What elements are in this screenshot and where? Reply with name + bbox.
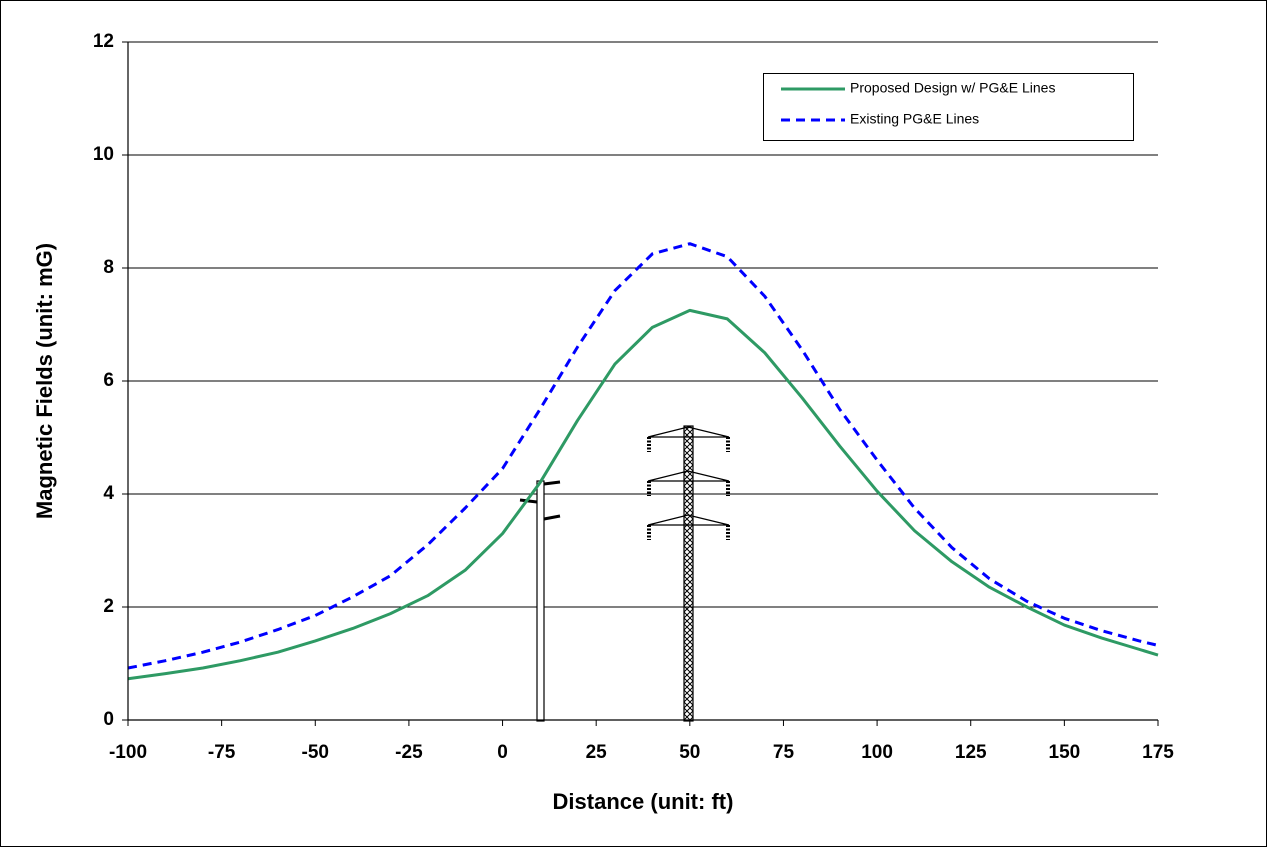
legend: Proposed Design w/ PG&E Lines Existing PG… (781, 80, 1055, 127)
legend-label: Existing PG&E Lines (850, 111, 979, 127)
y-tick-label: 12 (93, 31, 114, 52)
y-tick-label: 2 (103, 596, 114, 617)
y-tick-label: 6 (103, 370, 114, 391)
x-tick-label: 25 (586, 742, 608, 763)
y-tick-label: 4 (103, 483, 114, 504)
legend-label: Proposed Design w/ PG&E Lines (850, 80, 1055, 96)
x-tick-label: 0 (497, 742, 508, 763)
series-line (127, 308, 1159, 681)
x-tick-label: 175 (1142, 742, 1174, 763)
series-layer (127, 242, 1159, 681)
x-tick-label: 100 (861, 742, 893, 763)
series-line (127, 242, 1159, 670)
x-tick-label: -100 (109, 742, 147, 763)
x-tick-label: 125 (955, 742, 987, 763)
y-tick-label: 0 (103, 709, 114, 730)
tower-illustration (647, 425, 730, 722)
axes: 0 2 4 6 8 10 12 -100 -75 -50 -25 0 25 50 75 100 125 150 17… (93, 31, 1174, 763)
x-tick-label: -50 (302, 742, 329, 763)
x-tick-label: -75 (208, 742, 236, 763)
x-tick-label: 50 (679, 742, 700, 763)
x-tick-label: -25 (395, 742, 423, 763)
x-tick-label: 150 (1049, 742, 1081, 763)
legend-box (763, 73, 1134, 141)
x-tick-label: 75 (773, 742, 795, 763)
y-axis-title: Magnetic Fields (unit: mG) (32, 243, 57, 519)
x-axis-title: Distance (unit: ft) (553, 789, 734, 814)
y-tick-label: 10 (93, 144, 114, 165)
y-tick-label: 8 (103, 257, 114, 278)
